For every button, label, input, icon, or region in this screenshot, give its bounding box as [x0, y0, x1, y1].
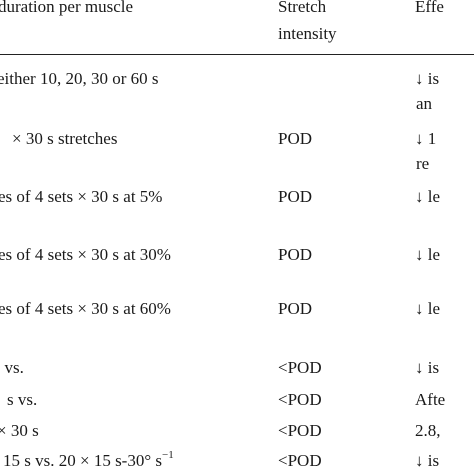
header-rule [0, 54, 474, 55]
row-9-duration-main: 15 s vs. 20 × 15 s-30° s [3, 451, 163, 470]
row-3-intensity: POD [278, 187, 313, 206]
row-6-effect: ↓ is [415, 358, 440, 377]
header-intensity-line1: Stretch [278, 0, 327, 16]
row-8-intensity: <POD [278, 421, 322, 440]
row-2-intensity: POD [278, 129, 313, 148]
row-9-duration: 15 s vs. 20 × 15 s-30° s−1 [3, 449, 174, 471]
row-8-duration: × 30 s [0, 421, 39, 440]
row-1-effect-line2: an [416, 94, 433, 113]
row-2-effect-line1: ↓ 1 [415, 129, 437, 148]
row-6-intensity: <POD [278, 358, 322, 377]
row-7-intensity: <POD [278, 390, 322, 409]
row-8-effect: 2.8, [415, 421, 441, 440]
row-5-effect: ↓ le [415, 299, 441, 318]
row-1-effect-line1: ↓ is [415, 69, 440, 88]
row-3-effect: ↓ le [415, 187, 441, 206]
row-4-duration: es of 4 sets × 30 s at 30% [0, 245, 171, 264]
row-4-effect: ↓ le [415, 245, 441, 264]
row-4-intensity: POD [278, 245, 313, 264]
header-intensity-line2: intensity [278, 24, 337, 43]
header-duration: duration per muscle [0, 0, 134, 16]
header-effect: Effe [415, 0, 444, 16]
row-9-duration-exponent: −1 [162, 449, 174, 462]
row-5-intensity: POD [278, 299, 313, 318]
row-5-duration: es of 4 sets × 30 s at 60% [0, 299, 171, 318]
row-7-effect: Afte [415, 390, 446, 409]
row-3-duration: es of 4 sets × 30 s at 5% [0, 187, 163, 206]
row-9-intensity: <POD [278, 451, 322, 470]
row-1-duration: either 10, 20, 30 or 60 s [0, 69, 159, 88]
row-9-effect: ↓ is [415, 451, 440, 470]
row-2-duration: × 30 s stretches [12, 129, 118, 148]
row-6-duration: . vs. [0, 358, 24, 377]
row-2-effect-line2: re [416, 154, 430, 173]
row-7-duration: s vs. [7, 390, 38, 409]
